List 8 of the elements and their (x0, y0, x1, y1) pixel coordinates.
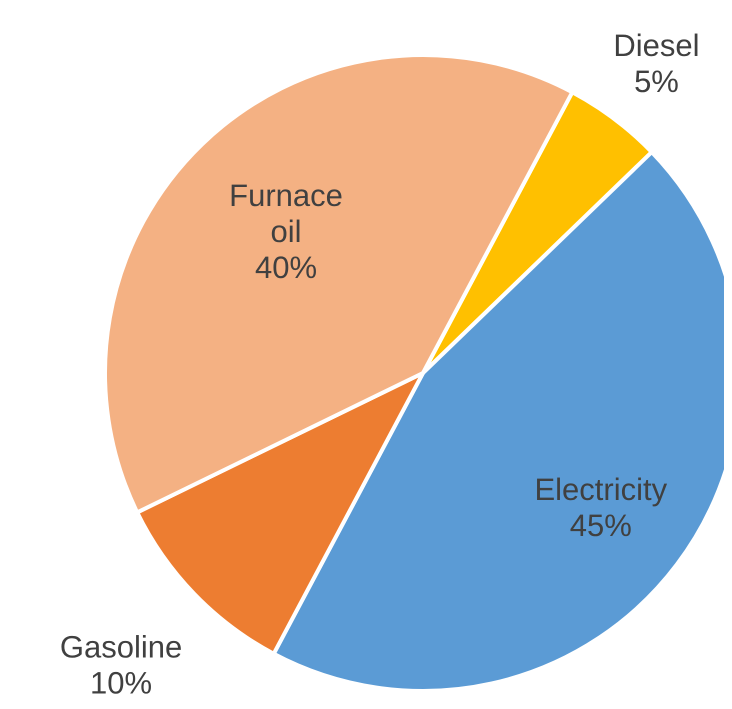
slice-label: Furnace oil (229, 178, 343, 249)
data-label: 45% (570, 507, 632, 542)
data-label: 40% (255, 250, 318, 285)
slice-label: Electricity (534, 471, 668, 506)
slice-label: Diesel (613, 28, 700, 63)
data-label: 10% (90, 665, 152, 700)
data-label: 5% (634, 64, 679, 99)
slice-label: Gasoline (60, 629, 182, 664)
